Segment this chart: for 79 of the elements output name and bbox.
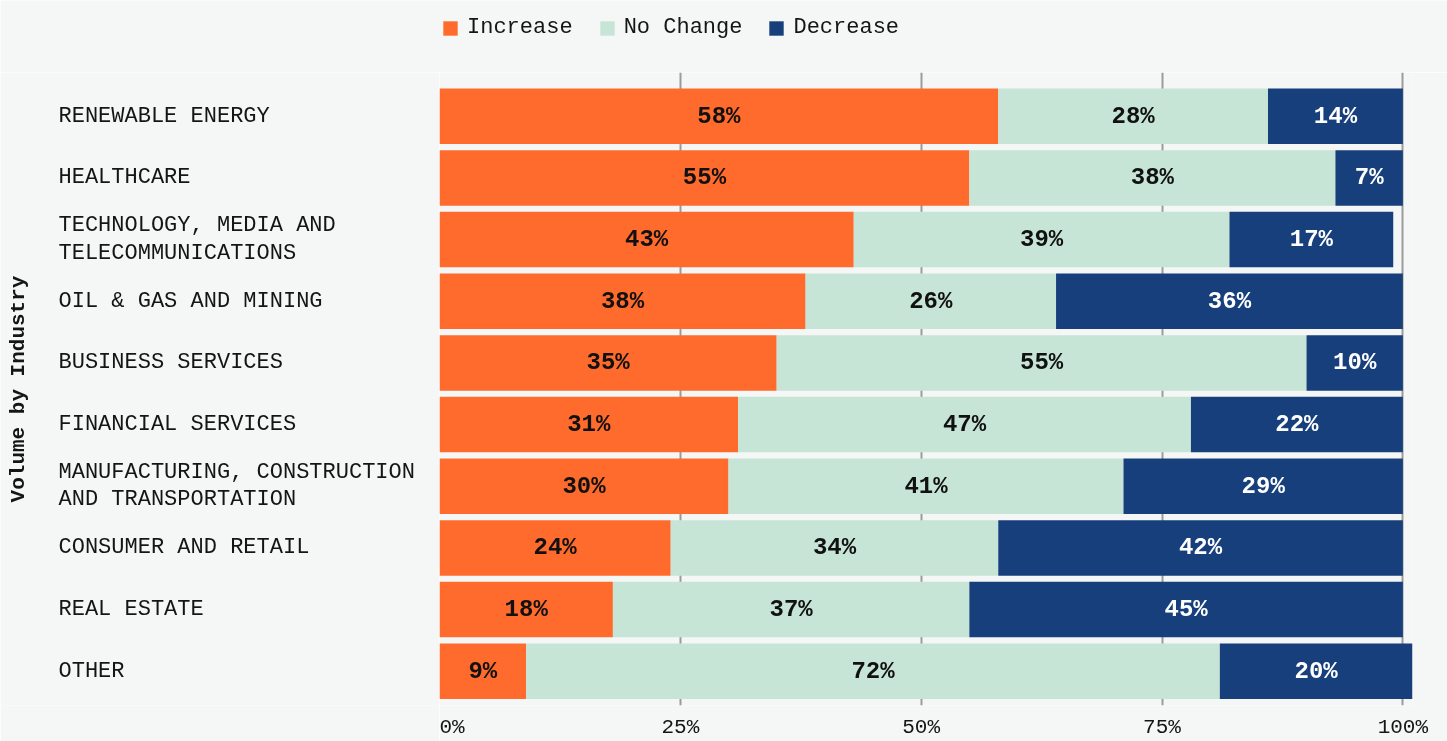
data-label: 18% [504, 596, 549, 624]
bar [670, 520, 999, 576]
y-tick-label: BUSINESS SERVICES [58, 350, 283, 376]
data-label: 41% [904, 472, 949, 500]
data-label: 17% [1289, 226, 1334, 254]
x-tick-label: 25% [661, 715, 700, 739]
y-tick-label: TECHNOLOGY, MEDIA AND TELECOMMUNICATIONS [58, 213, 336, 266]
legend-label: No Change [623, 15, 743, 40]
data-label: 20% [1294, 657, 1339, 685]
data-label: 42% [1178, 534, 1223, 562]
bar [998, 88, 1268, 144]
data-label: 38% [1130, 164, 1175, 192]
bar [439, 273, 806, 329]
data-label: 24% [533, 534, 578, 562]
data-label: 26% [909, 287, 954, 315]
bar [776, 335, 1307, 391]
bar [612, 581, 970, 638]
data-label: 29% [1241, 472, 1286, 500]
x-tick-label: 50% [902, 715, 941, 739]
data-label: 45% [1164, 596, 1209, 624]
bar [439, 458, 729, 514]
data-label: 35% [586, 349, 631, 377]
y-tick-label: FINANCIAL SERVICES [58, 412, 297, 438]
bar [805, 273, 1057, 329]
bar [738, 396, 1191, 453]
y-tick-label: RENEWABLE ENERGY [58, 103, 270, 129]
bar [439, 150, 970, 206]
bar [439, 335, 777, 391]
y-tick-label: MANUFACTURING, CONSTRUCTION AND TRANSPORTATION [58, 459, 415, 513]
data-label: 22% [1275, 411, 1320, 439]
data-label: 34% [812, 534, 857, 562]
x-tick-label: 100% [1377, 715, 1429, 739]
bar [439, 581, 613, 638]
data-label: 9% [468, 657, 498, 685]
y-axis-title: Volume by Industry [7, 275, 30, 503]
data-label: 7% [1354, 164, 1385, 192]
bar [853, 211, 1230, 268]
bar [1190, 396, 1403, 453]
data-label: 14% [1313, 102, 1358, 130]
bar [969, 581, 1403, 638]
data-label: 55% [1020, 349, 1064, 377]
bar [439, 520, 671, 576]
bar [969, 150, 1336, 206]
bar [526, 643, 1220, 699]
bar [1056, 273, 1403, 329]
legend-label: Decrease [793, 15, 900, 40]
data-label: 10% [1333, 349, 1377, 377]
bar [1219, 643, 1413, 699]
bar [1335, 150, 1403, 206]
data-label: 39% [1020, 226, 1064, 254]
x-tick-label: 0% [439, 715, 466, 739]
data-label: 72% [851, 657, 896, 685]
y-tick-label: OTHER [58, 658, 125, 684]
data-label: 36% [1207, 287, 1252, 315]
bar [439, 396, 739, 453]
data-label: 47% [942, 411, 987, 439]
x-tick-label: 75% [1143, 715, 1182, 739]
data-label: 28% [1111, 102, 1156, 130]
bar [439, 88, 999, 144]
y-tick-label: CONSUMER AND RETAIL [58, 535, 310, 561]
bar [998, 520, 1403, 576]
bar [439, 211, 854, 268]
data-label: 37% [769, 596, 814, 624]
data-label: 31% [567, 411, 612, 439]
data-label: 58% [697, 102, 742, 130]
bar [728, 458, 1124, 514]
bar [1123, 458, 1403, 514]
bar [1306, 335, 1403, 391]
y-tick-label: REAL ESTATE [58, 597, 204, 623]
data-label: 43% [625, 226, 669, 254]
bar [439, 643, 527, 699]
legend-label: Increase [467, 15, 573, 40]
y-tick-label: HEALTHCARE [58, 165, 191, 191]
data-label: 30% [562, 472, 607, 500]
bar [1229, 211, 1394, 268]
data-label: 38% [600, 287, 645, 315]
bar [1268, 88, 1403, 144]
data-label: 55% [682, 164, 727, 192]
y-tick-label: OIL & GAS AND MINING [58, 288, 323, 314]
